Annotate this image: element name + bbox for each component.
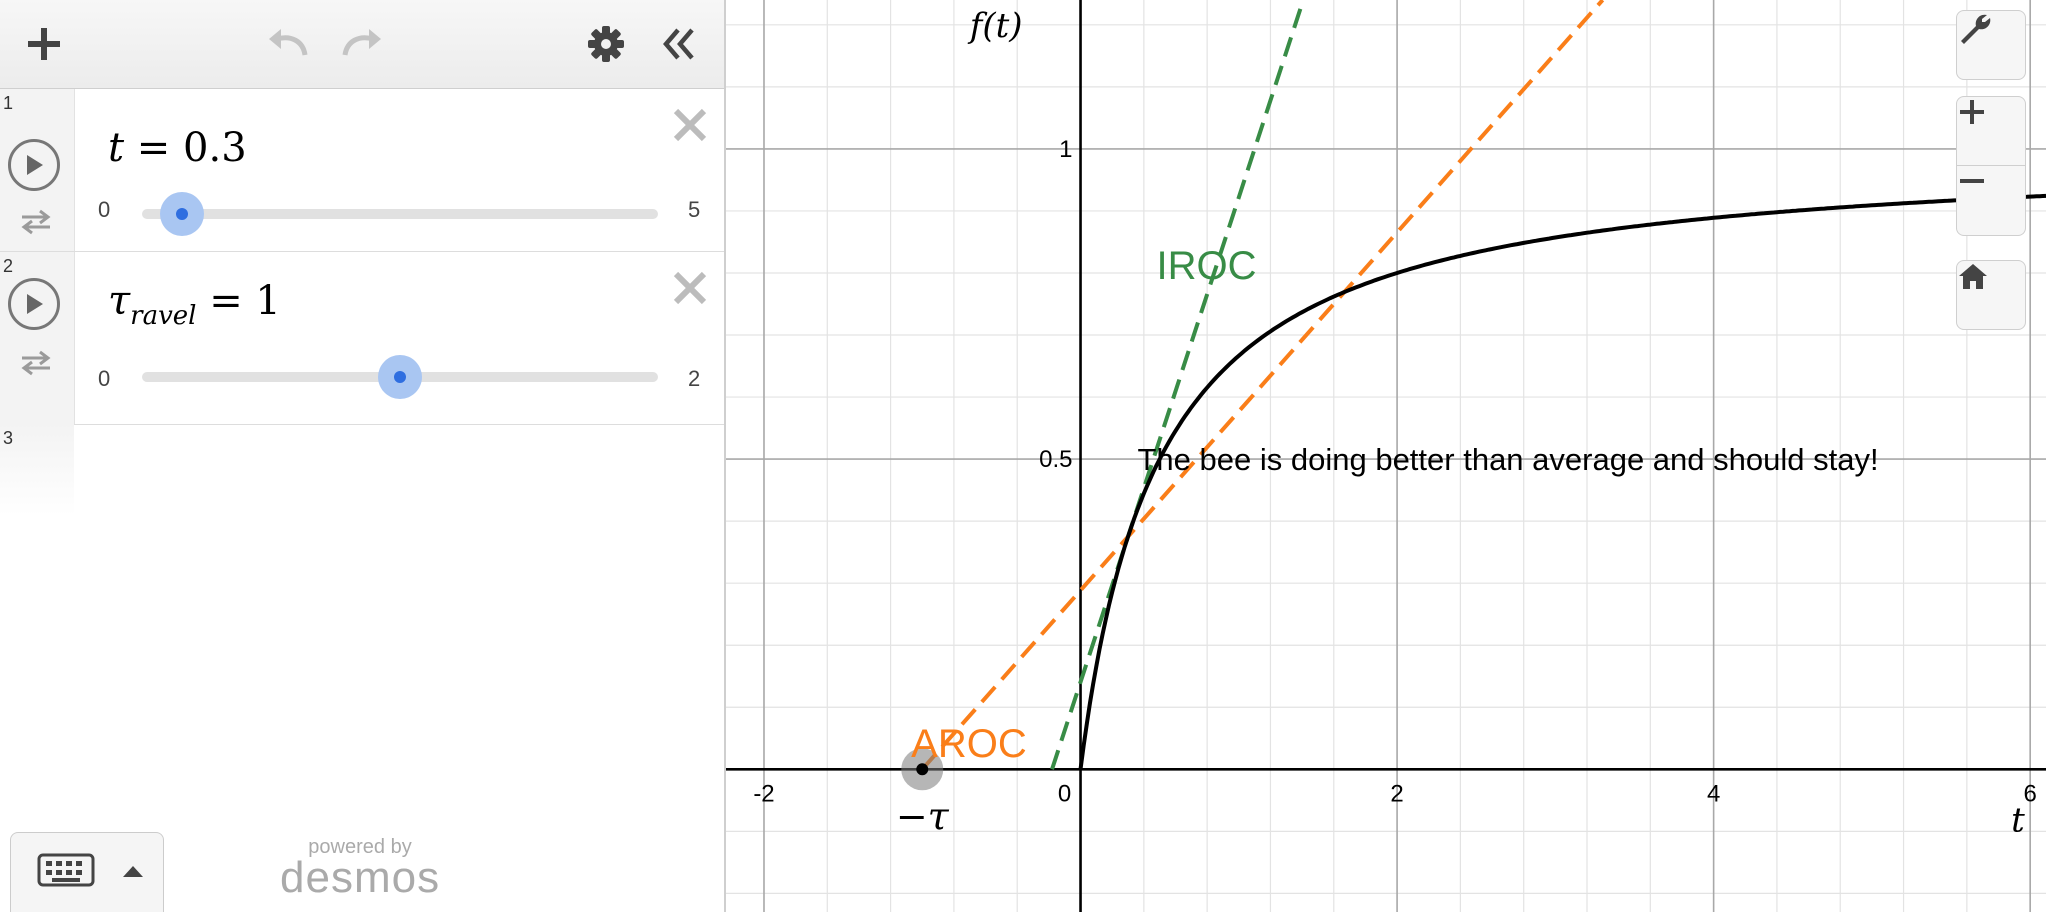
y-tick-label: 0.5 [1039,446,1072,473]
neg-tau-label: −τ [896,794,950,838]
caret-up-icon [123,866,143,877]
minus-icon [1960,179,1984,183]
loop-icon[interactable] [18,207,54,235]
add-expression-button[interactable] [14,14,74,74]
x-tick-label: 6 [2023,780,2036,807]
graph-canvas[interactable]: -2 0 2 4 6 0.5 1 IROC AROC −τ The bee is… [726,0,2046,912]
slider-track[interactable] [142,192,658,236]
aroc-label: AROC [911,722,1027,766]
undo-button[interactable] [258,14,318,74]
redo-icon [342,29,381,56]
iroc-label: IROC [1157,244,1257,288]
x-tick-label: 0 [1058,780,1071,807]
graph-settings-button[interactable] [1956,10,2026,80]
settings-button[interactable] [576,14,636,74]
double-chevron-left-icon [663,28,694,60]
zoom-in-button[interactable] [1956,96,2026,166]
plus-icon [1960,100,1984,124]
undo-icon [269,29,308,56]
expression-gutter: 2 [0,252,75,424]
x-axis-label: t [2011,800,2025,840]
expression-panel: 1 t = 0.3 0 5 2 [0,0,726,912]
close-icon[interactable] [668,266,712,310]
keyboard-toggle-button[interactable] [10,832,164,912]
keyboard-icon [37,853,95,887]
plus-icon [28,28,60,60]
x-tick-label: 4 [1707,780,1720,807]
tick-labels: -2 0 2 4 6 0.5 1 [753,136,2037,807]
y-axis-label: f(t) [967,6,1023,46]
iroc-tangent-line[interactable] [1050,0,1306,770]
slider-handle[interactable] [378,355,422,399]
slider-variable: t [108,125,125,171]
collapse-panel-button[interactable] [648,14,708,74]
expression-math[interactable]: τravel = 1 [108,278,281,331]
redo-button[interactable] [332,14,392,74]
equals-sign: = [209,278,243,324]
slider-max-label[interactable]: 5 [688,197,701,222]
slider-handle[interactable] [159,192,204,236]
default-viewport-button[interactable] [1956,260,2026,330]
expression-row[interactable]: 2 τravel = 1 0 2 [0,252,724,425]
desmos-branding[interactable]: powered by desmos [280,836,440,903]
play-icon [27,294,43,314]
aroc-secant-line[interactable] [920,0,1605,771]
result-message: The bee is doing better than average and… [1138,442,1879,477]
slider-variable: τ [108,278,131,324]
slider-min-label[interactable]: 0 [98,197,111,222]
expression-index: 1 [3,93,14,113]
expression-toolbar [0,0,724,89]
y-tick-label: 1 [1059,136,1072,163]
expression-index: 3 [3,428,14,448]
play-icon [27,155,43,175]
home-icon [1959,264,1987,289]
equals-sign: = [136,125,171,171]
expression-gutter: 1 [0,89,75,251]
desmos-logo: desmos [280,853,441,902]
slider-handle-dot [175,208,188,220]
gain-curve[interactable] [1078,193,2046,770]
slider-max-label[interactable]: 2 [688,366,701,391]
loop-icon[interactable] [18,348,54,376]
close-icon[interactable] [668,103,712,147]
graph-paper[interactable]: -2 0 2 4 6 0.5 1 IROC AROC −τ The bee is… [726,0,2046,912]
gear-icon [588,26,624,62]
wrench-icon [1961,14,1991,44]
expression-math[interactable]: t = 0.3 [108,125,247,178]
zoom-out-button[interactable] [1956,166,2026,236]
expression-row[interactable]: 1 t = 0.3 0 5 [0,89,724,252]
neg-tau-point[interactable] [916,763,929,776]
slider-value: 1 [255,278,281,324]
slider-value: 0.3 [183,125,247,171]
x-tick-label: -2 [753,780,774,807]
expression-index: 2 [3,256,14,276]
slider-min-label[interactable]: 0 [98,366,111,391]
slider-handle-dot [394,371,406,383]
empty-expression-row[interactable]: 3 [0,424,74,516]
play-slider-button[interactable] [8,139,60,191]
x-tick-label: 2 [1390,780,1403,807]
minor-gridlines [726,0,2046,912]
powered-by-text: powered by [308,836,412,858]
slider-variable-subscript: ravel [130,301,197,331]
play-slider-button[interactable] [8,278,60,330]
slider-track[interactable] [142,355,658,399]
